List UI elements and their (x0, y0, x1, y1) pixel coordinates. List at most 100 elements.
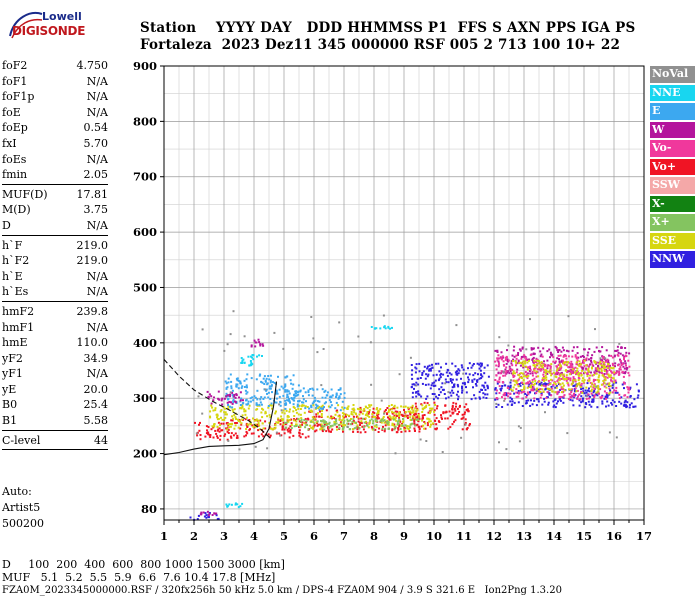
data-point-vo (372, 411, 375, 414)
data-point-vo (515, 364, 517, 367)
x-tick-label: 12 (486, 529, 502, 543)
data-point-vo (498, 378, 501, 381)
data-point-vo (521, 381, 523, 384)
data-point-vo (615, 386, 618, 389)
data-point-vo (199, 421, 201, 424)
data-point-sse (402, 421, 404, 424)
data-point-sse (388, 415, 391, 418)
data-point-nnw (433, 381, 436, 384)
data-point-sse (562, 362, 565, 365)
data-point-nnw (548, 393, 551, 396)
data-point-sse (257, 419, 260, 422)
data-point-vo (226, 430, 229, 433)
data-point-nnw (451, 381, 453, 384)
data-point-vo (451, 423, 454, 426)
data-point-sse (304, 405, 307, 408)
data-point-x (305, 420, 308, 423)
data-point-sse (604, 366, 607, 369)
data-point-x (372, 420, 375, 423)
data-point-sse (424, 406, 426, 409)
data-point-vo (364, 431, 367, 434)
data-point-vo (530, 383, 533, 386)
data-point-vo (591, 363, 594, 366)
data-point-e (225, 392, 228, 395)
data-point-e (237, 379, 240, 382)
data-point-sse (538, 366, 541, 369)
data-point-w (605, 365, 608, 368)
data-point-sse (603, 370, 606, 373)
data-point-vo (554, 360, 557, 363)
data-point-vo (503, 392, 506, 395)
data-point-sse (585, 364, 588, 367)
data-point-vo (627, 371, 630, 374)
data-point-sse (587, 367, 590, 370)
data-point-x (402, 418, 404, 420)
y-tick-label: 600 (133, 225, 157, 239)
data-point-vo (360, 417, 363, 420)
data-point-w (506, 358, 509, 361)
data-point-vo (281, 424, 284, 427)
data-point-sse (428, 418, 431, 421)
data-point-vo (230, 432, 233, 435)
data-point-nnw (410, 386, 413, 389)
data-point-w (223, 397, 226, 400)
data-point-w (234, 400, 236, 403)
data-point-vo (565, 357, 568, 360)
data-point-e (297, 393, 300, 396)
data-point-nnw (547, 403, 550, 406)
data-point-vo (301, 433, 304, 436)
data-point-vo (534, 371, 537, 374)
data-point-sse (273, 427, 276, 430)
data-point-nnw (445, 371, 448, 374)
data-point-vo (289, 429, 292, 432)
data-point-x (387, 427, 390, 430)
data-point-nnw (435, 362, 437, 365)
data-point-sse (213, 425, 216, 428)
data-point-nnw (525, 399, 528, 402)
data-point-vo (604, 360, 607, 363)
data-point-vo (570, 366, 573, 369)
data-point-vo (628, 374, 631, 377)
data-point-sse (517, 374, 520, 377)
y-tick-label: 700 (133, 170, 157, 184)
data-point-vo (535, 358, 538, 361)
data-point-sse (514, 372, 516, 375)
data-point-w (616, 349, 619, 352)
data-point-e (270, 402, 273, 405)
data-point-nnw (438, 370, 441, 373)
data-point-vo (359, 424, 361, 426)
data-point-w (582, 367, 585, 370)
data-point-e (316, 404, 318, 407)
data-point-nnw (552, 405, 555, 408)
x-tick-label: 11 (456, 529, 472, 543)
data-point-sse (287, 420, 290, 423)
data-point-w (590, 359, 592, 362)
data-point-sse (576, 373, 579, 376)
data-point-nnw (480, 377, 483, 380)
data-point-sse (329, 417, 332, 420)
data-point-x (393, 428, 396, 431)
data-point-vo (294, 419, 297, 422)
data-point-sse (229, 425, 232, 428)
data-point-sse (320, 423, 323, 426)
data-point-sse (264, 410, 267, 413)
data-point-vo (281, 428, 284, 431)
data-point-nnw (618, 400, 621, 403)
data-point-sse (239, 406, 242, 409)
x-tick-label: 1 (160, 529, 168, 543)
data-point-w (554, 361, 557, 364)
data-point-noval (594, 328, 596, 331)
data-point-vo (234, 432, 237, 435)
x-tick-label: 13 (516, 529, 532, 543)
data-point-sse (390, 404, 393, 406)
data-point-vo (339, 421, 342, 424)
data-point-x (415, 418, 418, 421)
data-point-sse (590, 382, 593, 385)
data-point-x (312, 418, 315, 421)
data-point-vo (618, 368, 621, 370)
data-point-sse (418, 415, 421, 418)
data-point-sse (522, 360, 525, 363)
data-point-nne (234, 502, 237, 505)
data-point-noval (585, 395, 588, 398)
param-row: foEp 0.54 (2, 120, 108, 136)
